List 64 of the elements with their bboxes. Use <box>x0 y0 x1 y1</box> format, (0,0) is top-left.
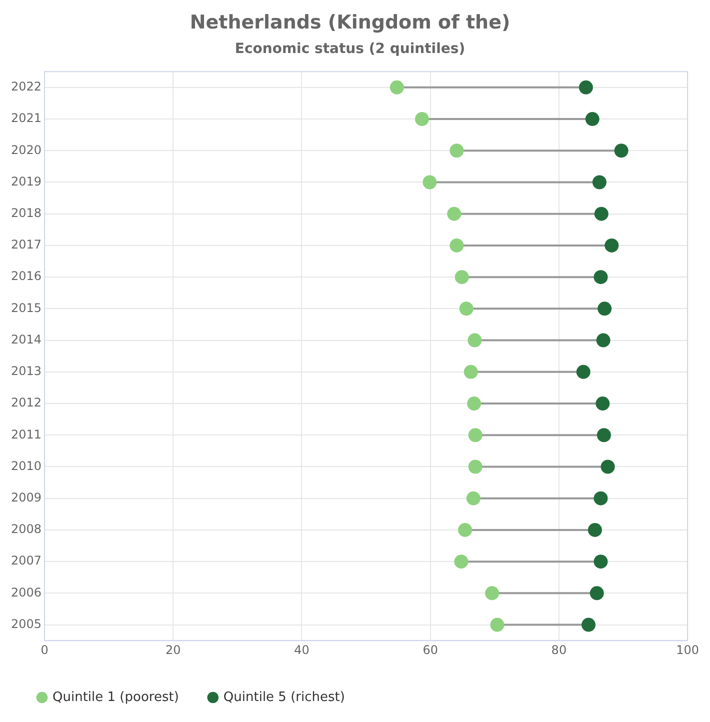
x-tick-label: 60 <box>422 642 438 657</box>
point <box>390 80 404 94</box>
point <box>594 554 608 569</box>
y-tick-label: 2005 <box>10 616 42 631</box>
legend-label: Quintile 5 (richest) <box>223 690 345 705</box>
point <box>464 364 478 379</box>
y-tick-label: 2021 <box>10 111 42 126</box>
chart-title: Netherlands (Kingdom of the) <box>190 11 510 34</box>
point <box>576 364 590 379</box>
x-tick-label: 80 <box>551 642 567 657</box>
point <box>604 238 619 252</box>
point <box>466 491 480 506</box>
point <box>596 333 610 348</box>
point <box>596 428 611 442</box>
x-tick-label: 40 <box>294 642 310 657</box>
y-tick-label: 2010 <box>10 458 42 473</box>
y-tick-label: 2006 <box>10 585 42 600</box>
point <box>467 396 482 411</box>
point <box>454 270 469 284</box>
point <box>582 618 596 632</box>
y-tick-label: 2019 <box>10 174 42 188</box>
x-tick-label: 0 <box>40 642 48 657</box>
point <box>450 144 464 158</box>
legend-label: Quintile 1 (poorest) <box>52 690 179 705</box>
point <box>485 586 500 600</box>
y-tick-label: 2013 <box>10 364 42 378</box>
x-tick-label: 100 <box>676 642 699 657</box>
y-tick-label: 2012 <box>10 396 42 410</box>
point <box>588 522 602 537</box>
y-tick-label: 2016 <box>10 269 42 284</box>
point <box>468 333 482 348</box>
y-tick-label: 2018 <box>10 206 42 220</box>
point <box>592 175 606 190</box>
y-tick-label: 2015 <box>10 300 42 315</box>
y-tick-label: 2017 <box>10 238 42 252</box>
point <box>468 460 482 474</box>
y-tick-label: 2011 <box>10 427 42 442</box>
point <box>594 206 608 221</box>
point <box>422 175 437 190</box>
point <box>578 80 593 94</box>
y-tick-label: 2014 <box>10 332 42 346</box>
point <box>590 586 604 600</box>
point <box>614 144 628 158</box>
point <box>459 302 474 316</box>
point <box>458 522 472 537</box>
point <box>468 428 482 442</box>
y-tick-label: 2022 <box>10 80 42 94</box>
point <box>414 112 429 126</box>
y-tick-label: 2020 <box>10 142 42 157</box>
point <box>600 460 615 474</box>
point <box>596 396 610 411</box>
y-tick-label: 2008 <box>10 522 42 536</box>
point <box>594 270 608 284</box>
x-tick-label: 20 <box>166 642 181 657</box>
point <box>594 491 608 506</box>
point <box>450 238 464 252</box>
y-tick-label: 2007 <box>10 554 42 568</box>
chart-subtitle: Economic status (2 quintiles) <box>234 40 466 57</box>
point <box>598 302 612 316</box>
point <box>585 112 600 126</box>
y-tick-label: 2009 <box>10 490 42 504</box>
point <box>454 554 468 569</box>
point <box>447 206 462 221</box>
point <box>490 618 504 632</box>
